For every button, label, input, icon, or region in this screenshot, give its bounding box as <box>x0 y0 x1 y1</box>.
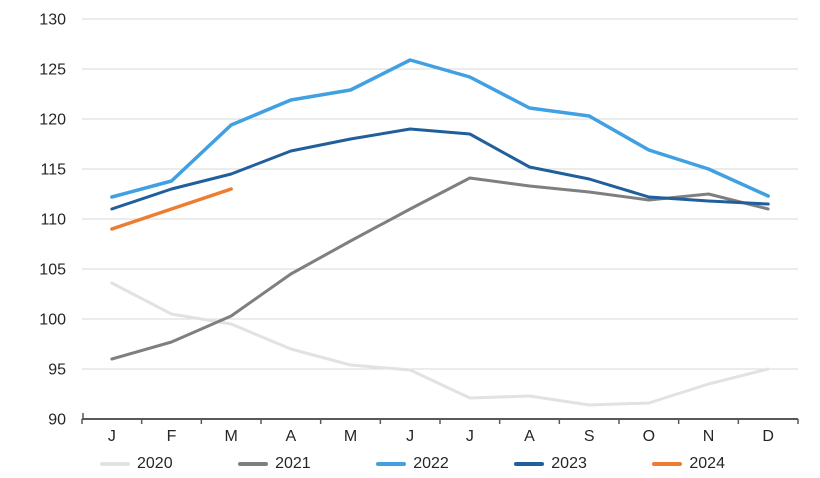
legend-swatch-2023 <box>514 462 545 466</box>
legend-item-2021: 2021 <box>238 456 311 472</box>
y-axis-label: 100 <box>39 312 66 329</box>
x-axis-label: N <box>703 428 715 445</box>
legend: 2020 2021 2022 2023 2024 <box>100 452 725 476</box>
x-axis-label: A <box>285 428 296 445</box>
legend-label-2024: 2024 <box>689 455 725 472</box>
x-axis-label: D <box>762 428 774 445</box>
legend-item-2022: 2022 <box>376 456 449 472</box>
legend-label-2020: 2020 <box>137 455 173 472</box>
x-axis-label: F <box>167 428 177 445</box>
x-axis-label: J <box>406 428 414 445</box>
legend-item-2023: 2023 <box>514 456 587 472</box>
series-line-2023 <box>110 127 770 211</box>
series-line-2020 <box>110 281 770 407</box>
x-axis-label: J <box>466 428 474 445</box>
legend-label-2023: 2023 <box>551 455 587 472</box>
x-axis-label: A <box>524 428 535 445</box>
legend-item-2024: 2024 <box>652 456 725 472</box>
y-axis-label: 130 <box>39 12 66 29</box>
chart-svg: 90 95 100 105 110 115 120 125 130 J F M A M J J A S O N D <box>39 12 799 445</box>
y-axis-label: 110 <box>40 212 66 229</box>
legend-swatch-2024 <box>652 462 683 466</box>
legend-swatch-2020 <box>100 462 130 466</box>
legend-swatch-2021 <box>238 462 269 466</box>
series-line-2022 <box>110 58 770 199</box>
x-axis-label: M <box>344 428 357 445</box>
x-axis-label: J <box>108 428 116 445</box>
y-axis-label: 115 <box>40 162 66 179</box>
y-axis-label: 125 <box>39 62 66 79</box>
y-axis-label: 90 <box>48 412 66 429</box>
legend-item-2020: 2020 <box>100 456 173 472</box>
legend-label-2022: 2022 <box>413 455 449 472</box>
x-axis-label: O <box>643 428 655 445</box>
x-axis-label: S <box>584 428 595 445</box>
y-axis-label: 120 <box>39 112 66 129</box>
y-axis-label: 105 <box>39 262 66 279</box>
series-line-2024 <box>110 187 233 231</box>
y-axis-label: 95 <box>48 362 66 379</box>
x-axis-label: M <box>225 428 238 445</box>
legend-label-2021: 2021 <box>275 455 311 472</box>
legend-swatch-2022 <box>376 462 407 466</box>
